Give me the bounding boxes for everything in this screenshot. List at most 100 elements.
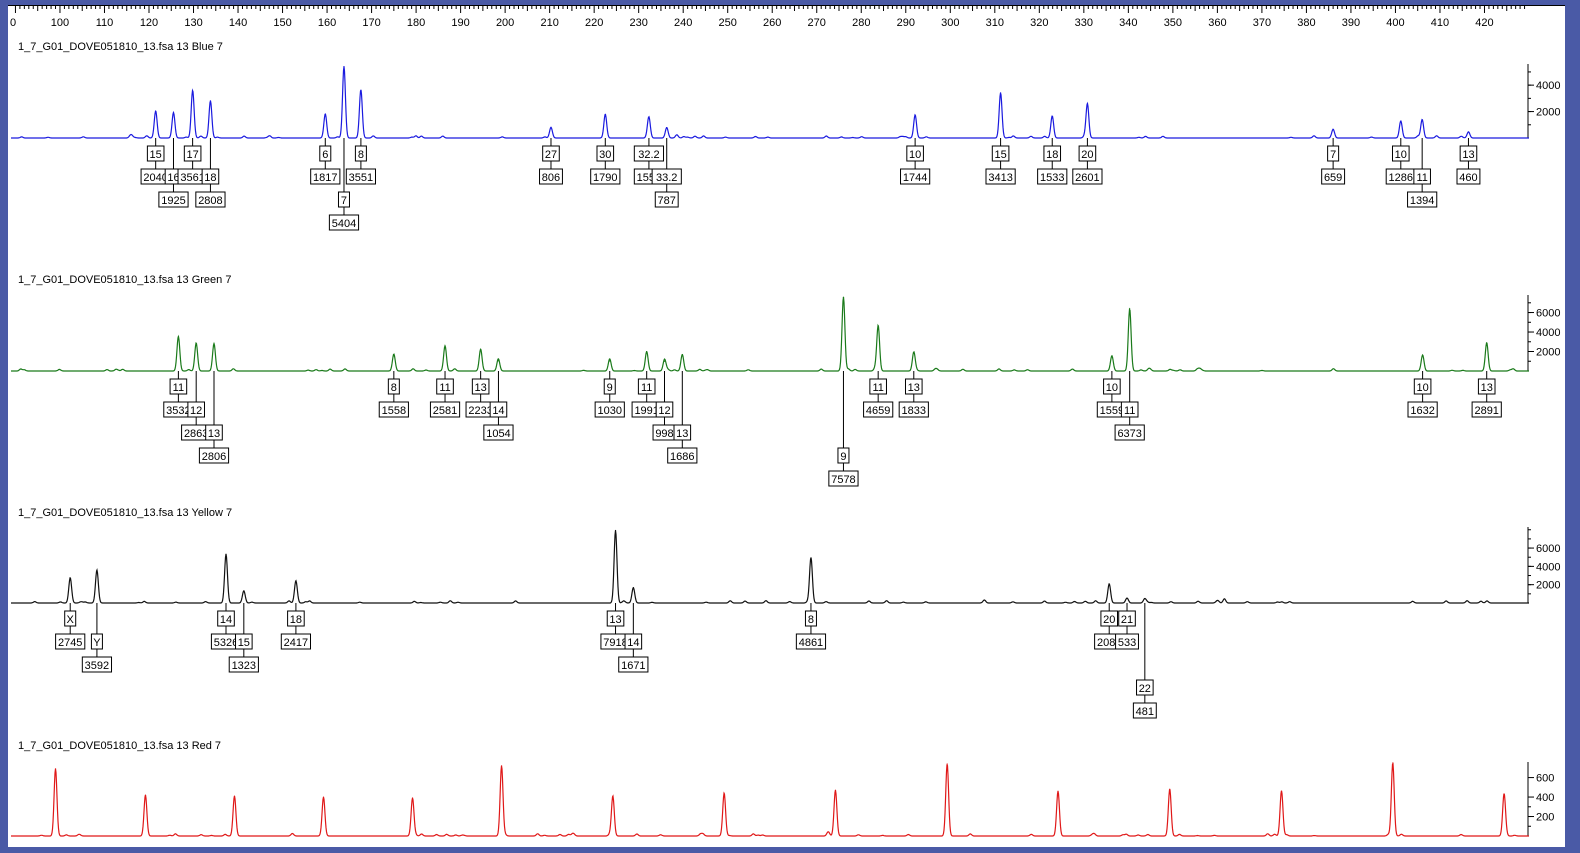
height-box — [198, 447, 230, 464]
ruler-tick-label: 150 — [273, 17, 291, 29]
allele-label: 7 — [341, 195, 347, 207]
peak-apex — [646, 351, 648, 353]
height-label: 1632 — [1410, 405, 1434, 417]
peak-apex — [1169, 788, 1171, 790]
peak-apex — [360, 90, 362, 92]
peak-apex — [192, 90, 194, 92]
height-label: 2581 — [433, 405, 457, 417]
panel-title: 1_7_G01_DOVE051810_13.fsa 13 Yellow 7 — [18, 507, 232, 519]
height-label: 7918 — [603, 637, 627, 649]
height-label: 1054 — [486, 428, 510, 440]
height-label: 3561 — [180, 172, 204, 184]
peak-apex — [550, 126, 552, 128]
allele-label: 11 — [173, 382, 184, 394]
y-tick-label: 6000 — [1536, 543, 1560, 555]
peak-apex — [195, 342, 197, 344]
peak-apex — [213, 343, 215, 345]
peak-apex — [393, 355, 395, 357]
height-box — [228, 656, 259, 673]
height-label: 2806 — [202, 451, 226, 463]
peak-apex — [155, 110, 157, 112]
height-box — [429, 401, 461, 418]
peak-apex — [834, 789, 837, 791]
height-box — [590, 168, 621, 185]
electropherogram-plot: 0 100 110 120 130 140 150 160 170 180 190 200 210 220… — [8, 5, 1565, 837]
dye-panel-1: 1_7_G01_DOVE051810_13.fsa 13 Green 7 2000… — [11, 274, 1560, 487]
height-label: 2863 — [184, 428, 208, 440]
peak-apex — [663, 360, 666, 362]
height-label: 806 — [542, 172, 560, 184]
height-box — [1072, 168, 1103, 185]
peak-apex — [1086, 103, 1088, 105]
height-box — [539, 168, 563, 185]
peak-apex — [1057, 790, 1059, 792]
peak-apex — [480, 348, 482, 350]
height-label: 1030 — [597, 405, 621, 417]
peak-apex — [913, 352, 915, 354]
peak-apex — [999, 92, 1002, 94]
allele-label: 11 — [1416, 172, 1427, 184]
height-box — [654, 191, 679, 208]
allele-label: 6 — [322, 149, 328, 161]
allele-label: Y — [93, 637, 101, 649]
ruler-tick-label: 380 — [1297, 17, 1315, 29]
ruler-tick-label: 190 — [451, 17, 469, 29]
ruler-tick-label: 140 — [229, 17, 247, 29]
peak-apex — [1400, 120, 1402, 122]
dye-panel-2: 1_7_G01_DOVE051810_13.fsa 13 Yellow 7 200… — [11, 507, 1560, 719]
y-tick-label: 400 — [1536, 792, 1554, 804]
allele-label: 18 — [1046, 149, 1058, 161]
height-box — [667, 447, 698, 464]
peak-apex — [497, 360, 500, 362]
dye-panels: 1_7_G01_DOVE051810_13.fsa 13 Blue 7 2000 4… — [11, 41, 1560, 837]
ruler-tick-label: 260 — [763, 17, 781, 29]
height-box — [378, 401, 409, 418]
ruler-tick-label: 290 — [897, 17, 915, 29]
height-label: 3413 — [988, 172, 1012, 184]
allele-label: 33.2 — [656, 172, 677, 184]
height-box — [985, 168, 1016, 185]
allele-label: 14 — [220, 614, 232, 626]
height-box — [1132, 702, 1157, 719]
peak-apex — [1486, 342, 1488, 344]
allele-label: 17 — [187, 149, 199, 161]
peak-apex — [324, 113, 326, 115]
size-ruler: 0 100 110 120 130 140 150 160 170 180 190 200 210 220… — [8, 5, 1565, 29]
trace-line — [11, 530, 1529, 604]
peak-apex — [233, 795, 236, 797]
peak-apex — [632, 587, 634, 589]
height-box — [863, 401, 894, 418]
height-label: 2233 — [468, 405, 492, 417]
height-box — [195, 191, 226, 208]
allele-label: 15 — [150, 149, 162, 161]
y-tick-label: 4000 — [1536, 561, 1560, 573]
height-box — [1407, 401, 1438, 418]
allele-label: 18 — [204, 172, 216, 184]
peak-apex — [1108, 583, 1110, 585]
allele-label: 13 — [908, 382, 920, 394]
y-tick-label: 200 — [1536, 812, 1554, 824]
panel-title: 1_7_G01_DOVE051810_13.fsa 13 Green 7 — [18, 274, 231, 286]
allele-label: 9 — [607, 382, 613, 394]
ruler-tick-label: 240 — [674, 17, 692, 29]
height-label: 1533 — [1040, 172, 1064, 184]
peak-apex — [1503, 793, 1505, 795]
y-tick-label: 4000 — [1536, 327, 1560, 339]
allele-label: 15 — [238, 637, 250, 649]
allele-label: 14 — [627, 637, 639, 649]
height-box — [345, 168, 376, 185]
allele-label: 11 — [872, 382, 883, 394]
peak-apex — [609, 360, 611, 362]
ruler-tick-label: 420 — [1475, 17, 1493, 29]
peak-apex — [914, 114, 916, 116]
height-label: 2417 — [284, 637, 308, 649]
ruler-tick-label: 390 — [1342, 17, 1360, 29]
height-box — [1471, 401, 1502, 418]
height-label: 481 — [1136, 706, 1154, 718]
allele-label: X — [67, 614, 75, 626]
height-label: 5326 — [214, 637, 238, 649]
height-box — [828, 470, 859, 487]
height-label: 1671 — [621, 660, 645, 672]
peak-apex — [946, 763, 948, 765]
dye-panel-3: 1_7_G01_DOVE051810_13.fsa 13 Red 7 200 400… — [11, 740, 1554, 837]
